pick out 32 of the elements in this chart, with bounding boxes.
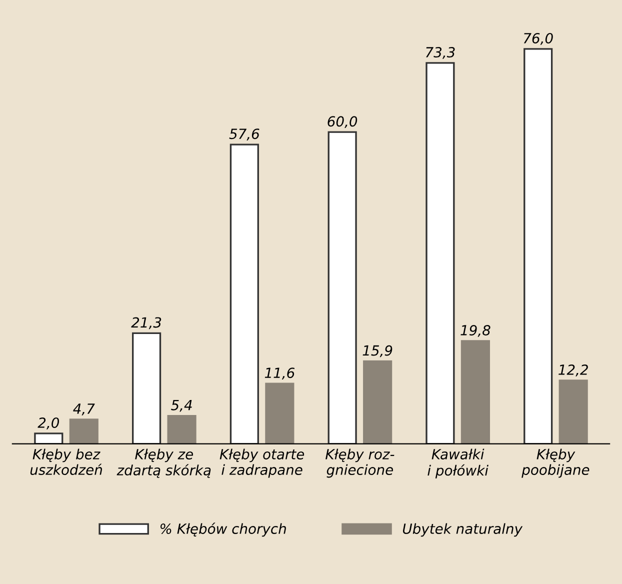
data-label: 4,7	[73, 404, 95, 416]
data-label: 5,4	[171, 400, 192, 412]
bar	[363, 360, 392, 444]
bar	[132, 332, 162, 444]
data-label: 19,8	[460, 324, 490, 337]
bar	[34, 432, 64, 444]
bar	[460, 340, 490, 444]
bar	[524, 48, 553, 444]
x-tick-label: Kłęby otarte i zadrapane	[220, 448, 304, 478]
data-label: 57,6	[229, 128, 260, 140]
x-tick-label: Kłęby poobijane	[522, 448, 590, 478]
x-tick-label: Kłęby ze zdartą skórką	[116, 448, 211, 478]
bar	[265, 382, 294, 444]
data-label: 12,2	[558, 364, 588, 376]
bar	[558, 380, 588, 444]
data-label: 11,6	[264, 368, 295, 380]
bar	[230, 144, 259, 444]
bar	[328, 131, 357, 444]
data-label: 76,0	[524, 32, 553, 45]
data-label: 73,3	[426, 47, 455, 59]
x-tick-label: Kłęby roz- gniecione	[326, 448, 394, 478]
data-label: 60,0	[328, 116, 358, 128]
bar	[69, 418, 98, 444]
x-tick-label: Kawałki i połówki	[428, 448, 488, 478]
data-label: 2,0	[38, 417, 60, 430]
x-tick-label: Kłęby bez uszkodzeń	[30, 448, 102, 476]
bar	[167, 414, 196, 444]
bar	[426, 62, 455, 444]
data-label: 15,9	[362, 345, 392, 358]
data-label: 21,3	[131, 317, 162, 330]
legend-label: % Kłębów chorych	[160, 522, 286, 537]
legend-label: Ubytek naturalny	[402, 523, 523, 537]
